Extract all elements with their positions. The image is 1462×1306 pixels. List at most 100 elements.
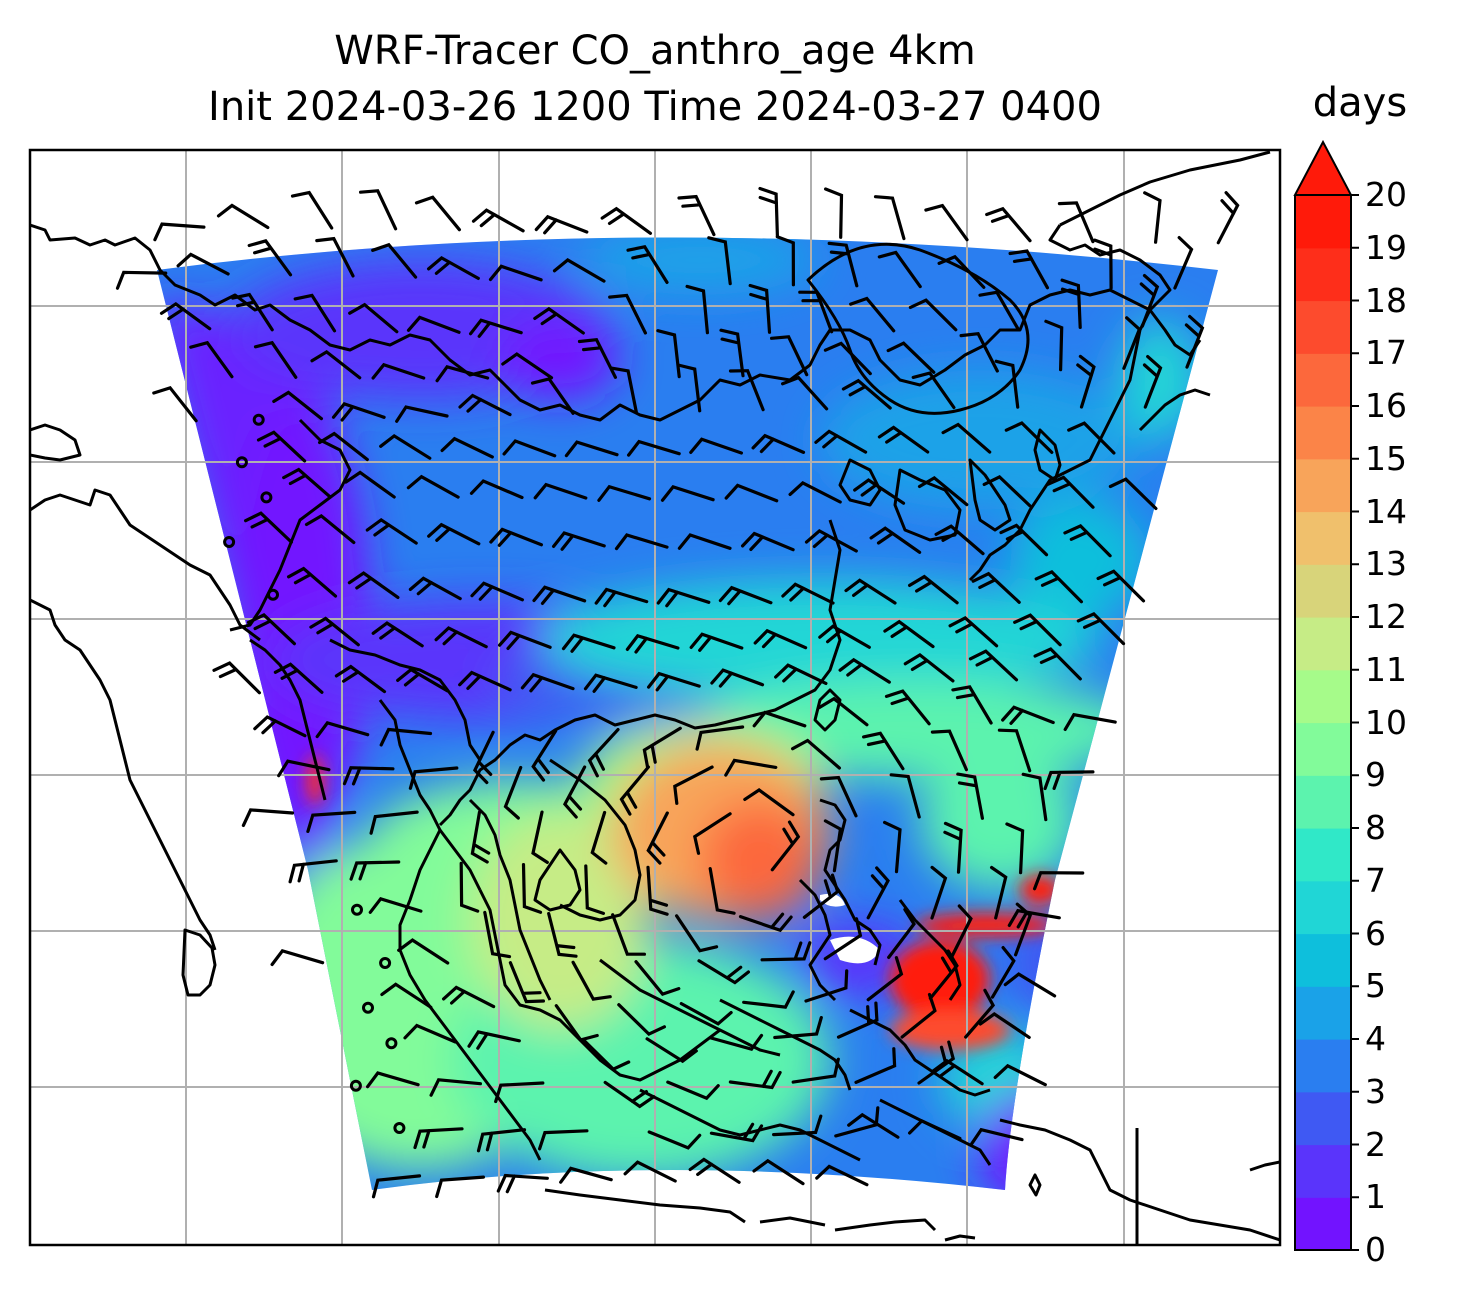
wind-barb xyxy=(866,956,904,1002)
wind-barb xyxy=(978,290,1020,331)
wind-barb xyxy=(547,912,578,958)
wind-barb xyxy=(1122,316,1142,370)
wind-barb xyxy=(883,820,902,874)
wind-barb xyxy=(306,810,357,833)
colorbar-bin xyxy=(1295,458,1351,513)
wind-barb xyxy=(791,738,841,770)
colorbar-tick-label: 3 xyxy=(1365,1071,1386,1111)
calm-wind-circle xyxy=(252,413,265,426)
wind-barb xyxy=(496,1173,549,1194)
colorbar-tick-label: 8 xyxy=(1365,808,1386,847)
wind-barb xyxy=(948,615,999,648)
wind-barb xyxy=(442,985,496,1009)
wind-barb xyxy=(458,393,512,417)
wind-barb xyxy=(928,949,959,1000)
wind-barb xyxy=(770,335,809,377)
wind-barb xyxy=(1060,278,1082,329)
wind-barb xyxy=(273,662,324,694)
wind-barb xyxy=(738,912,793,933)
wind-barb xyxy=(752,710,807,728)
wind-barb xyxy=(304,513,356,545)
wind-barb xyxy=(719,328,745,378)
wind-barb xyxy=(728,369,765,412)
calm-wind-circle xyxy=(223,536,236,548)
wind-barb xyxy=(617,1003,666,1037)
wind-barb xyxy=(964,988,996,1039)
wind-barb xyxy=(458,670,512,692)
wind-barb xyxy=(440,436,494,459)
wind-barb xyxy=(760,941,812,962)
wind-barb xyxy=(533,306,585,335)
colorbar-tick-label: 20 xyxy=(1365,175,1407,214)
wind-barb xyxy=(619,765,650,816)
wind-barb xyxy=(1044,319,1064,372)
wind-barb xyxy=(408,766,459,790)
wind-barb xyxy=(342,766,395,786)
wind-barb xyxy=(742,990,795,1009)
wind-barb xyxy=(751,433,806,454)
wind-barb xyxy=(531,729,558,782)
wind-barb xyxy=(371,362,426,380)
wind-barb xyxy=(359,189,398,231)
wind-barb xyxy=(1108,477,1158,511)
calm-wind-circle xyxy=(393,1122,406,1134)
colorbar-tick-label: 4 xyxy=(1365,1019,1386,1058)
wind-barb xyxy=(471,208,525,233)
wind-barb xyxy=(379,727,433,747)
wind-barb xyxy=(999,523,1049,557)
wind-barb xyxy=(406,315,461,334)
wind-barb xyxy=(1063,523,1112,558)
wind-barb xyxy=(406,474,460,499)
wind-barb xyxy=(626,245,669,284)
wind-barb xyxy=(434,626,488,649)
wind-barb xyxy=(614,533,669,551)
wind-barb xyxy=(349,860,401,881)
wind-barb xyxy=(847,1112,900,1139)
wind-barb xyxy=(153,222,206,242)
wind-barb xyxy=(561,633,616,653)
wind-barb xyxy=(741,531,795,552)
wind-barb xyxy=(530,377,575,415)
wind-barb xyxy=(611,913,646,956)
calm-wind-circle xyxy=(351,903,363,916)
wind-barb xyxy=(1014,902,1033,957)
wind-barb xyxy=(469,318,523,338)
wind-barb xyxy=(994,359,1020,409)
wind-barb xyxy=(647,671,701,692)
wind-barb xyxy=(817,696,869,727)
colorbar-extend-arrow xyxy=(1293,139,1353,196)
wind-barb xyxy=(584,864,605,915)
wind-barb xyxy=(1076,354,1096,409)
wind-barb xyxy=(748,283,772,334)
wind-barb xyxy=(272,390,323,421)
wind-barb xyxy=(408,576,462,601)
wind-barb xyxy=(552,531,606,551)
wind-barb xyxy=(804,528,858,553)
wind-barb xyxy=(380,982,433,1009)
wind-barb xyxy=(836,1001,879,1039)
wind-barb xyxy=(562,765,587,819)
wind-barb xyxy=(959,331,999,373)
wind-barb xyxy=(993,1063,1047,1087)
wind-barb xyxy=(853,478,906,505)
wind-barb xyxy=(159,301,212,331)
colorbar-tick-label: 17 xyxy=(1365,333,1407,373)
wind-barb xyxy=(646,811,669,865)
wind-barb xyxy=(344,470,396,499)
wind-barb xyxy=(889,773,921,819)
wind-barb xyxy=(798,290,834,334)
colorbar-tick-label: 10 xyxy=(1365,702,1407,742)
wind-barb xyxy=(908,298,958,332)
wind-barb xyxy=(253,715,307,738)
wind-barb xyxy=(538,1129,589,1151)
wind-barb xyxy=(931,1058,984,1086)
wind-barb xyxy=(590,810,608,865)
wind-barb xyxy=(869,526,922,554)
wind-barb xyxy=(371,242,418,279)
wind-barb xyxy=(823,341,872,376)
wind-barb xyxy=(943,821,963,874)
wind-barb xyxy=(379,433,432,460)
wind-barb xyxy=(841,378,892,410)
colorbar-bin xyxy=(1295,1091,1351,1146)
wind-barb xyxy=(246,612,296,646)
